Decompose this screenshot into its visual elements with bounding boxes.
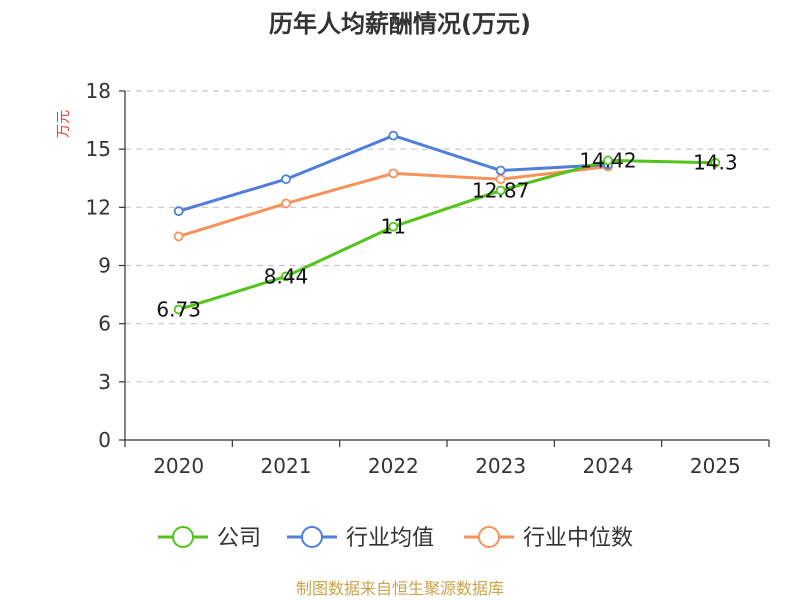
y-tick-label-0: 0 (98, 428, 111, 452)
y-tick-label-9: 9 (98, 254, 111, 278)
series-group (173, 130, 721, 315)
data-point-2-1 (281, 198, 291, 209)
data-point-2-2 (388, 168, 399, 179)
x-tick-label-2020: 2020 (153, 454, 204, 478)
data-point-1-0 (173, 206, 184, 217)
legend-marker-0 (172, 526, 194, 548)
x-tick-label-2024: 2024 (583, 454, 634, 478)
data-point-0-3 (495, 185, 506, 196)
data-label-5: 14.3 (693, 151, 738, 175)
chart-title: 历年人均薪酬情况(万元) (269, 10, 531, 38)
data-point-1-2 (388, 130, 399, 141)
legend-marker-1 (301, 526, 323, 548)
series-line-0 (178, 158, 716, 311)
y-tick-label-15: 15 (86, 137, 111, 161)
grid-lines (125, 90, 769, 383)
legend-label-1: 行业均值 (346, 526, 434, 551)
y-tick-label-6: 6 (98, 312, 111, 336)
data-point-1-1 (281, 174, 291, 185)
y-tick-label-18: 18 (86, 79, 111, 103)
data-label-2: 11 (381, 215, 406, 239)
source-note: 制图数据来自恒生聚源数据库 (296, 579, 504, 598)
data-label-0: 6.73 (156, 298, 201, 322)
data-label-4: 14.42 (579, 148, 636, 172)
legend-label-0: 公司 (217, 526, 261, 551)
x-tick-label-2023: 2023 (475, 454, 526, 478)
axes: 0 3 6 9 12 15 18 2020 2021 2022 2023 2024 2025 (86, 79, 770, 478)
data-point-0-2 (388, 221, 399, 232)
data-point-0-5 (710, 157, 721, 168)
legend: 公司 行业均值 行业中位数 (158, 526, 633, 551)
data-labels: 6.73 8.44 11 12.87 14.42 14.3 (156, 148, 737, 321)
x-tick-label-2022: 2022 (368, 454, 419, 478)
data-label-3: 12.87 (472, 178, 529, 202)
data-point-1-3 (495, 165, 506, 176)
data-point-0-1 (281, 271, 291, 282)
data-point-2-0 (173, 231, 184, 242)
data-point-0-4 (603, 155, 613, 166)
y-tick-label-3: 3 (98, 370, 111, 394)
data-label-1: 8.44 (264, 264, 309, 288)
legend-marker-2 (478, 526, 500, 548)
data-point-0-0 (173, 304, 184, 315)
legend-label-2: 行业中位数 (523, 526, 633, 551)
y-tick-label-12: 12 (86, 195, 111, 219)
y-axis-label: 万元 (56, 110, 72, 138)
x-tick-label-2021: 2021 (261, 454, 312, 478)
x-tick-label-2025: 2025 (690, 454, 741, 478)
